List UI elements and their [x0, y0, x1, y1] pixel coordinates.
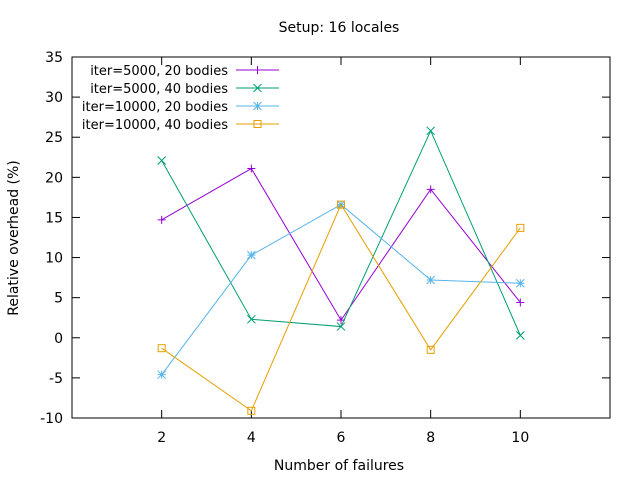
- series-line: [161, 167, 521, 322]
- legend-item: iter=5000, 20 bodies: [90, 64, 279, 79]
- y-tick-label: -10: [40, 411, 63, 427]
- legend-label: iter=10000, 20 bodies: [82, 100, 228, 115]
- y-tick-label: 15: [45, 210, 63, 226]
- point-marker: [246, 250, 256, 260]
- legend-label: iter=10000, 40 bodies: [82, 118, 228, 133]
- y-axis-title: Relative overhead (%): [6, 160, 22, 316]
- y-tick-label: 30: [45, 90, 63, 106]
- series-line: [161, 203, 521, 412]
- point-marker: [337, 200, 345, 209]
- x-tick-label: 8: [426, 430, 435, 446]
- series-4: [157, 200, 525, 415]
- y-tick-label: 5: [54, 291, 63, 307]
- legend: iter=5000, 20 bodies iter=5000, 40 bodies…: [82, 64, 279, 133]
- x-tick-label: 2: [157, 430, 166, 446]
- y-tick-label: 10: [45, 251, 63, 267]
- point-marker: [247, 164, 256, 173]
- chart-title: Setup: 16 locales: [279, 20, 400, 36]
- legend-item: iter=10000, 40 bodies: [82, 118, 279, 133]
- series-line: [161, 204, 521, 375]
- legend-label: iter=5000, 40 bodies: [90, 82, 228, 97]
- point-marker: [253, 66, 262, 74]
- x-axis: 2 4 6 8 10: [157, 57, 529, 446]
- x-tick-label: 6: [337, 430, 346, 446]
- point-marker: [246, 314, 256, 324]
- y-tick-label: -5: [49, 371, 63, 387]
- point-marker: [336, 322, 346, 331]
- y-tick-label: 35: [45, 50, 63, 66]
- y-tick-label: 20: [45, 170, 63, 186]
- point-marker: [157, 156, 167, 165]
- y-axis: -10 -5 0 5 10 15 20 25 30 35: [40, 50, 610, 427]
- y-tick-label: 0: [54, 331, 63, 347]
- point-marker: [515, 331, 525, 340]
- point-marker: [253, 120, 262, 128]
- legend-item: iter=10000, 20 bodies: [82, 100, 279, 115]
- legend-label: iter=5000, 20 bodies: [90, 64, 228, 79]
- series-line: [161, 129, 521, 336]
- series-3: [157, 200, 525, 380]
- point-marker: [247, 406, 256, 415]
- point-marker: [426, 185, 435, 194]
- point-marker: [426, 126, 436, 136]
- series-1: [157, 164, 525, 325]
- point-marker: [253, 101, 262, 111]
- point-marker: [157, 344, 166, 353]
- point-marker: [157, 370, 167, 380]
- point-marker: [157, 215, 166, 224]
- x-tick-label: 4: [247, 430, 256, 446]
- series-layer: [157, 126, 525, 415]
- point-marker: [516, 223, 525, 232]
- x-axis-title: Number of failures: [274, 458, 404, 474]
- series-2: [157, 126, 525, 340]
- point-marker: [426, 275, 436, 285]
- point-marker: [426, 345, 435, 354]
- y-tick-label: 25: [45, 130, 63, 146]
- x-tick-label: 10: [511, 430, 529, 446]
- point-marker: [515, 278, 525, 288]
- point-marker: [253, 83, 262, 93]
- point-marker: [516, 298, 525, 307]
- legend-item: iter=5000, 40 bodies: [90, 82, 279, 97]
